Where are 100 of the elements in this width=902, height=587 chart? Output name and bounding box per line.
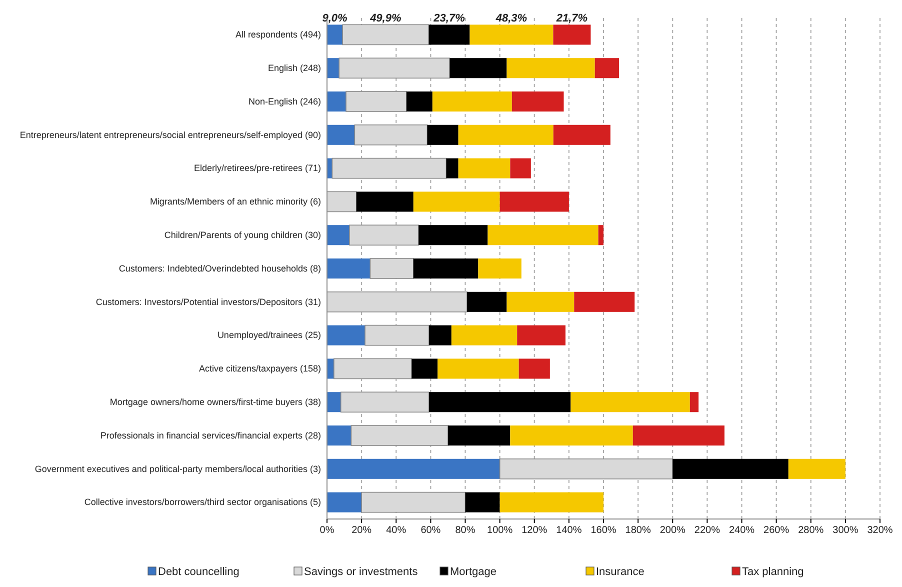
bar bbox=[598, 225, 604, 246]
bar bbox=[672, 458, 788, 479]
bar bbox=[370, 258, 414, 279]
bar bbox=[354, 124, 428, 146]
y-tick-label: Unemployed/trainees (25) bbox=[217, 330, 321, 340]
bar bbox=[350, 425, 448, 446]
x-tick-label: 100% bbox=[487, 525, 513, 536]
bar bbox=[510, 425, 633, 446]
legend-label: Debt councelling bbox=[158, 566, 240, 578]
bar bbox=[512, 91, 564, 112]
bar bbox=[553, 24, 591, 45]
data-label: 23,7% bbox=[432, 12, 466, 25]
x-tick-label: 0% bbox=[320, 525, 334, 536]
data-label: 21,7% bbox=[555, 12, 588, 25]
bar bbox=[338, 58, 450, 79]
bar bbox=[470, 24, 554, 45]
bar bbox=[451, 325, 518, 346]
bar bbox=[327, 392, 341, 412]
bar bbox=[342, 24, 430, 46]
bar bbox=[349, 224, 419, 246]
y-tick-label: Elderly/retirees/pre-retirees (71) bbox=[194, 163, 321, 174]
x-tick-label: 240% bbox=[728, 525, 755, 536]
bar bbox=[327, 58, 340, 78]
bar bbox=[413, 192, 500, 212]
y-tick-label: Active citizens/taxpayers (158) bbox=[198, 364, 321, 374]
bar bbox=[327, 492, 362, 512]
bar bbox=[450, 58, 507, 78]
bar bbox=[327, 24, 343, 45]
bar bbox=[427, 124, 458, 145]
bar bbox=[340, 392, 430, 413]
x-tick-label: 300% bbox=[832, 525, 858, 536]
x-tick-label: 60% bbox=[420, 525, 441, 536]
bar bbox=[327, 425, 352, 446]
x-tick-label: 140% bbox=[556, 525, 582, 536]
data-label: 48,3% bbox=[494, 12, 528, 25]
bar bbox=[332, 158, 447, 179]
x-tick-label: 200% bbox=[660, 525, 686, 536]
bar bbox=[356, 192, 414, 212]
bar bbox=[506, 292, 574, 312]
bar bbox=[327, 124, 355, 145]
x-tick-label: 280% bbox=[798, 525, 824, 536]
bar bbox=[438, 358, 519, 379]
bar bbox=[788, 458, 846, 479]
bar bbox=[327, 225, 350, 246]
bar bbox=[428, 325, 452, 346]
bar bbox=[478, 258, 522, 279]
bar bbox=[553, 124, 610, 145]
bar bbox=[506, 58, 595, 78]
bar bbox=[446, 158, 458, 178]
bar bbox=[334, 358, 412, 380]
y-tick-label: Mortgage owners/home owners/first-time buyers (38) bbox=[110, 396, 322, 407]
x-tick-label: 40% bbox=[386, 525, 406, 536]
x-tick-label: 120% bbox=[522, 525, 548, 536]
bar bbox=[458, 158, 510, 178]
y-tick-label: Entrepreneurs/latent entrepreneurs/social entrepreneurs/self-employed (90) bbox=[20, 130, 321, 140]
legend-label: Mortgage bbox=[450, 566, 496, 578]
y-tick-label: Customers: Indebted/Overindebted households (8) bbox=[118, 263, 321, 274]
bar bbox=[466, 292, 507, 312]
bar bbox=[412, 358, 438, 379]
bar bbox=[428, 24, 470, 45]
bar bbox=[570, 392, 690, 412]
x-tick-label: 20% bbox=[352, 525, 372, 536]
y-tick-label: All respondents (494) bbox=[235, 30, 321, 40]
bar bbox=[518, 358, 550, 379]
bar bbox=[510, 158, 531, 178]
bar bbox=[327, 91, 346, 112]
data-label: 49,9% bbox=[369, 12, 402, 25]
bar bbox=[500, 492, 604, 512]
bar bbox=[448, 425, 510, 446]
bar bbox=[465, 492, 500, 512]
bar bbox=[413, 258, 478, 279]
y-tick-label: Government executives and political-party members/local authorities (3) bbox=[34, 464, 321, 474]
x-tick-label: 260% bbox=[764, 525, 790, 536]
legend-label: Insurance bbox=[596, 566, 644, 578]
bar bbox=[499, 458, 674, 480]
bar bbox=[364, 324, 430, 346]
y-tick-label: Children/Parents of young children (30) bbox=[164, 230, 321, 240]
bar bbox=[432, 91, 512, 112]
bar bbox=[327, 325, 366, 346]
bar bbox=[488, 225, 598, 246]
y-tick-label: Collective investors/borrowers/third sector organisations (5) bbox=[84, 497, 321, 508]
legend-label: Tax planning bbox=[742, 566, 804, 578]
bar bbox=[458, 124, 554, 145]
bar bbox=[418, 225, 488, 246]
bar bbox=[594, 58, 620, 78]
x-tick-label: 80% bbox=[455, 525, 476, 536]
y-tick-label: Professionals in financial services/financial experts (28) bbox=[100, 430, 321, 440]
bar bbox=[517, 325, 566, 346]
bar bbox=[428, 392, 571, 412]
bar bbox=[346, 91, 407, 112]
legend-label: Savings or investments bbox=[304, 566, 418, 578]
bar bbox=[574, 292, 635, 312]
bar bbox=[632, 425, 724, 446]
bar bbox=[327, 258, 370, 279]
y-tick-label: Customers: Investors/Potential investors/Depositors (31) bbox=[96, 296, 321, 307]
x-tick-label: 180% bbox=[625, 525, 651, 536]
bar bbox=[327, 458, 500, 479]
y-tick-label: Non-English (246) bbox=[248, 96, 321, 106]
bar bbox=[690, 392, 699, 412]
x-tick-label: 320% bbox=[867, 525, 893, 536]
